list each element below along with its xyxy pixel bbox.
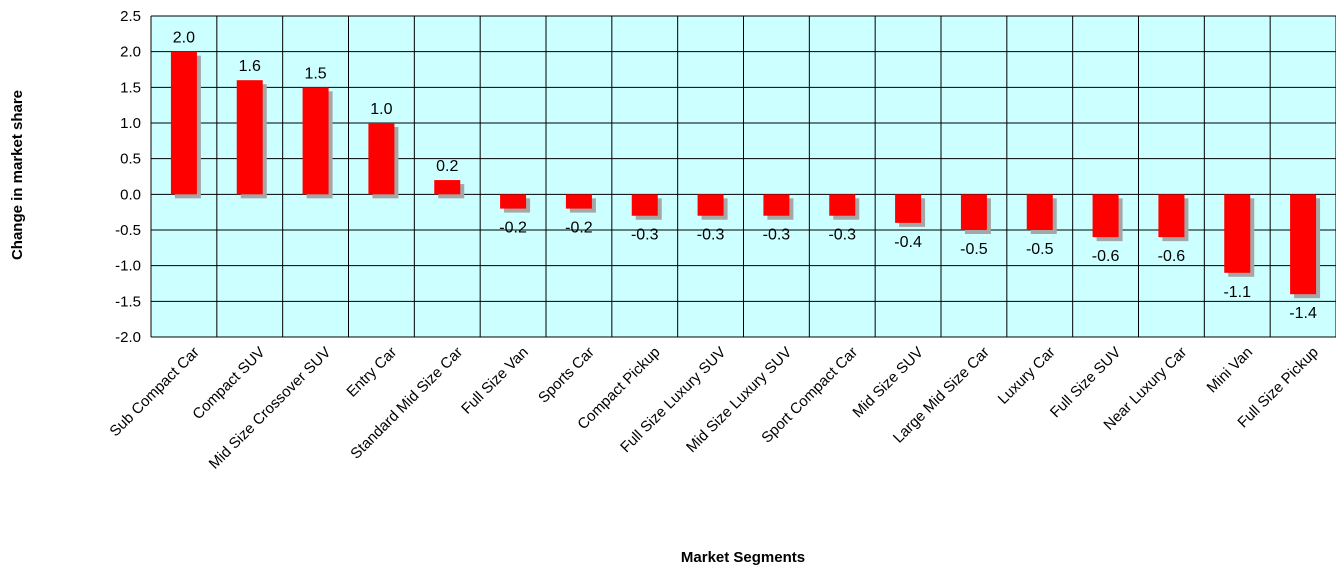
- y-tick-label: 0.0: [120, 186, 141, 203]
- bar: [302, 87, 329, 195]
- data-label: -0.2: [499, 220, 527, 237]
- data-label: 2.0: [173, 30, 195, 47]
- x-category-label: Standard Mid Size Car: [347, 344, 466, 463]
- y-tick-label: 2.5: [120, 8, 141, 25]
- x-category-label: Luxury Car: [995, 344, 1059, 408]
- bar: [434, 180, 461, 195]
- bar: [236, 80, 263, 195]
- y-tick-label: -0.5: [115, 222, 141, 239]
- data-label: -1.4: [1289, 305, 1317, 322]
- data-label: -0.6: [1158, 248, 1186, 265]
- y-tick-label: -2.0: [115, 329, 141, 346]
- bar: [170, 51, 197, 195]
- data-label: -0.2: [565, 220, 593, 237]
- bar: [763, 194, 790, 216]
- bar: [1026, 194, 1053, 230]
- data-label: -0.4: [894, 234, 922, 251]
- data-label: 1.0: [370, 101, 392, 118]
- x-category-label: Sub Compact Car: [106, 344, 202, 440]
- bar: [1092, 194, 1119, 238]
- data-label: 1.5: [304, 65, 326, 82]
- data-label: 1.6: [239, 58, 261, 75]
- data-label: 0.2: [436, 158, 458, 175]
- data-labels: 2.0 1.6 1.5 1.0 0.2 -0.2 -0.2 -0.3 -0.3 -0.3 -0.3 -…: [173, 30, 1317, 323]
- data-label: -0.5: [960, 241, 988, 258]
- bar: [697, 194, 724, 216]
- bar: [1224, 194, 1251, 273]
- y-tick-label: 1.5: [120, 79, 141, 96]
- y-tick-label: 0.5: [120, 151, 141, 168]
- x-category-label: Mini Van: [1204, 344, 1257, 397]
- bar: [1158, 194, 1185, 238]
- bar: [565, 194, 592, 209]
- grid-lines: [150, 15, 1336, 338]
- bar: [960, 194, 987, 230]
- y-tick-label: 1.0: [120, 115, 141, 132]
- bar: [500, 194, 527, 209]
- y-tick-label: 2.0: [120, 44, 141, 61]
- data-label: -0.3: [828, 227, 856, 244]
- x-axis-title: Market Segments: [681, 549, 805, 566]
- data-label: -0.3: [631, 227, 659, 244]
- x-category-label: Entry Car: [343, 344, 400, 401]
- x-category-label: Mid Size Crossover SUV: [206, 344, 335, 473]
- data-label: -0.5: [1026, 241, 1054, 258]
- y-tick-label: -1.5: [115, 293, 141, 310]
- data-label: -0.6: [1092, 248, 1120, 265]
- data-label: -0.3: [697, 227, 725, 244]
- data-label: -0.3: [763, 227, 791, 244]
- y-axis-title: Change in market share: [9, 90, 26, 260]
- x-category-label: Full Size Van: [458, 344, 532, 418]
- x-category-label: Sports Car: [535, 344, 598, 407]
- bar: [895, 194, 922, 223]
- bar: [368, 123, 395, 195]
- y-tick-label: -1.0: [115, 258, 141, 275]
- data-label: -1.1: [1223, 284, 1251, 301]
- bars: [170, 51, 1317, 295]
- bar: [1290, 194, 1317, 295]
- bar: [631, 194, 658, 216]
- bar: [829, 194, 856, 216]
- y-tick-labels: 2.5 2.0 1.5 1.0 0.5 0.0 -0.5 -1.0 -1.5 -2.0: [115, 8, 141, 346]
